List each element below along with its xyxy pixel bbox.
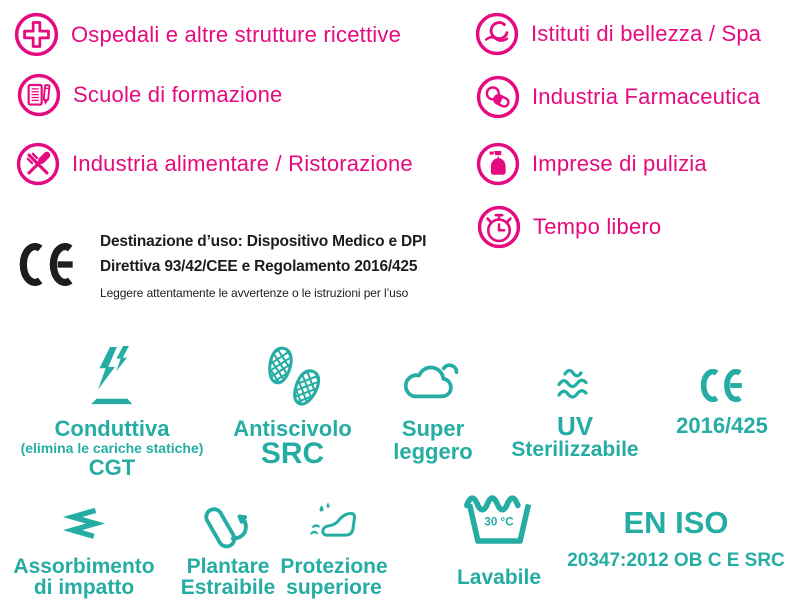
application-label: Imprese di pulizia — [532, 151, 707, 176]
application-label: Scuole di formazione — [73, 82, 283, 107]
application-label: Tempo libero — [533, 214, 662, 239]
feature-code: SRC — [260, 437, 325, 470]
feature-line2: leggero — [393, 439, 473, 464]
spray-bottle-icon — [475, 141, 521, 187]
application-beauty-spa: Istituti di bellezza / Spa — [474, 11, 761, 57]
application-label: Ospedali e altre strutture ricettive — [71, 21, 402, 47]
hospital-cross-icon — [13, 11, 60, 58]
feature-code: 2016/425 — [676, 413, 768, 438]
removable-insole-icon — [200, 495, 256, 551]
book-pencil-icon — [16, 72, 62, 118]
application-hospitals: Ospedali e altre strutture ricettive — [13, 11, 401, 58]
feature-en-iso: EN ISO 20347:2012 OB C E SRC — [556, 505, 796, 574]
feature-assorbimento: Assorbimento di impatto — [0, 489, 180, 598]
en-iso-code: 20347:2012 OB C E SRC — [567, 550, 785, 571]
feature-uv-sterilizzabile: UV Sterilizzabile — [489, 336, 661, 461]
washtub-temperature: 30 °C — [484, 515, 514, 528]
crossed-cutlery-icon — [15, 141, 61, 187]
stopwatch-icon — [476, 204, 522, 250]
application-label: Istituti di bellezza / Spa — [531, 21, 762, 46]
feature-code: CGT — [88, 455, 136, 480]
feature-line2: di impatto — [33, 575, 135, 599]
feature-lavabile: 30 °C Lavabile — [429, 489, 569, 589]
application-label: Industria Farmaceutica — [532, 84, 761, 109]
feature-protezione: Protezione superiore — [250, 489, 418, 598]
feature-ce-2016-425: 2016/425 — [663, 336, 781, 438]
feature-title: Antiscivolo — [233, 416, 352, 441]
feature-antiscivolo: Antiscivolo SRC — [215, 336, 370, 470]
feature-title: Conduttiva — [54, 416, 170, 441]
feature-super-leggero: Super leggero — [377, 336, 489, 463]
feature-line1: Super — [401, 416, 465, 441]
cloud-icon — [398, 354, 468, 408]
ce-mark-teal-icon — [698, 368, 746, 403]
application-cleaning: Imprese di pulizia — [475, 141, 707, 187]
spa-wave-icon — [474, 11, 520, 57]
feature-label: Lavabile — [456, 566, 542, 589]
application-food-industry: Industria alimentare / Ristorazione — [15, 141, 413, 187]
impact-zigzag-icon — [61, 503, 107, 549]
ce-notice-line1: Destinazione d’uso: Dispositivo Medico e… — [100, 233, 427, 250]
feature-line1: Plantare — [186, 555, 270, 578]
feature-line2: Estraibile — [180, 575, 276, 599]
feature-title: Sterilizzabile — [511, 438, 639, 461]
uv-waves-icon — [555, 366, 595, 402]
feature-line1: Protezione — [280, 555, 388, 578]
ce-notice: Destinazione d’uso: Dispositivo Medico e… — [100, 229, 426, 304]
ce-notice-line2: Direttiva 93/42/CEE e Regolamento 2016/4… — [100, 258, 418, 275]
application-label: Industria alimentare / Ristorazione — [72, 151, 413, 176]
en-iso-title: EN ISO — [623, 505, 729, 540]
ce-notice-line3: Leggere attentamente le avvertenze o le … — [100, 286, 409, 300]
feature-line2: superiore — [286, 575, 382, 599]
antislip-soles-icon — [261, 346, 325, 410]
feature-conduttiva: Conduttiva (elimina le cariche statiche)… — [5, 336, 219, 480]
application-leisure: Tempo libero — [476, 204, 661, 250]
feature-plantare: Plantare Estraibile — [149, 489, 307, 598]
toe-protection-icon — [307, 501, 361, 549]
application-pharma: Industria Farmaceutica — [475, 74, 760, 120]
feature-code: UV — [556, 411, 594, 441]
feature-subtitle: (elimina le cariche statiche) — [20, 440, 204, 456]
ce-mark-icon — [16, 242, 78, 287]
static-dissipative-icon — [81, 344, 143, 410]
application-training: Scuole di formazione — [16, 72, 282, 118]
feature-line1: Assorbimento — [13, 555, 155, 578]
pills-icon — [475, 74, 521, 120]
washtub-icon: 30 °C — [460, 491, 538, 551]
